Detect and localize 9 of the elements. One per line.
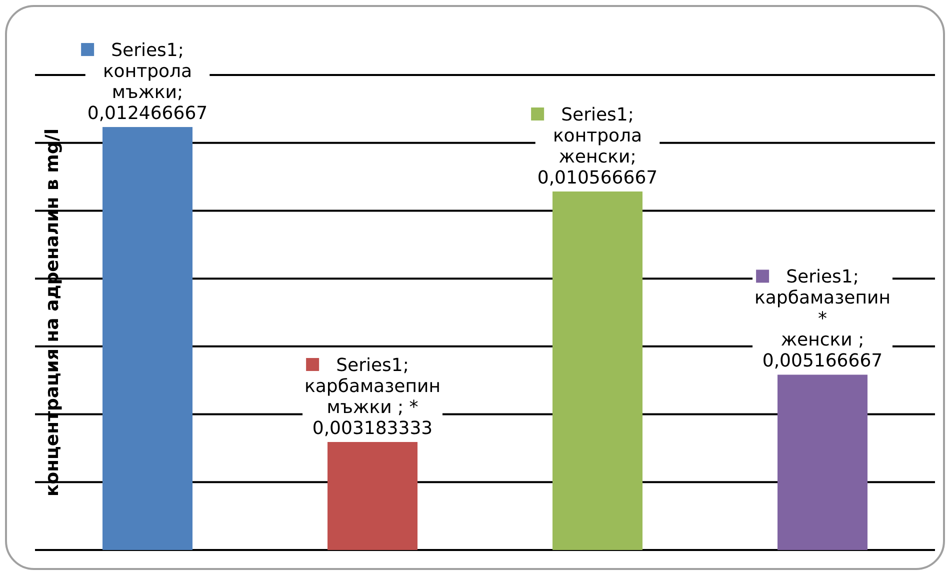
- y-axis-title: концентрация на адреналин в mg/l: [42, 128, 63, 496]
- data-label: Series1; карбамазепин мъжки ; * 0,003183333: [304, 354, 440, 439]
- data-label: Series1; контрола женски; 0,010566667: [537, 104, 658, 188]
- bar: [552, 191, 642, 550]
- bar: [778, 374, 868, 550]
- bar: [328, 442, 418, 550]
- data-label: Series1; контрола мъжки; 0,012466667: [87, 40, 208, 124]
- bar: [102, 127, 192, 550]
- data-label: Series1; карбамазепин * женски ; 0,005166667: [754, 266, 890, 372]
